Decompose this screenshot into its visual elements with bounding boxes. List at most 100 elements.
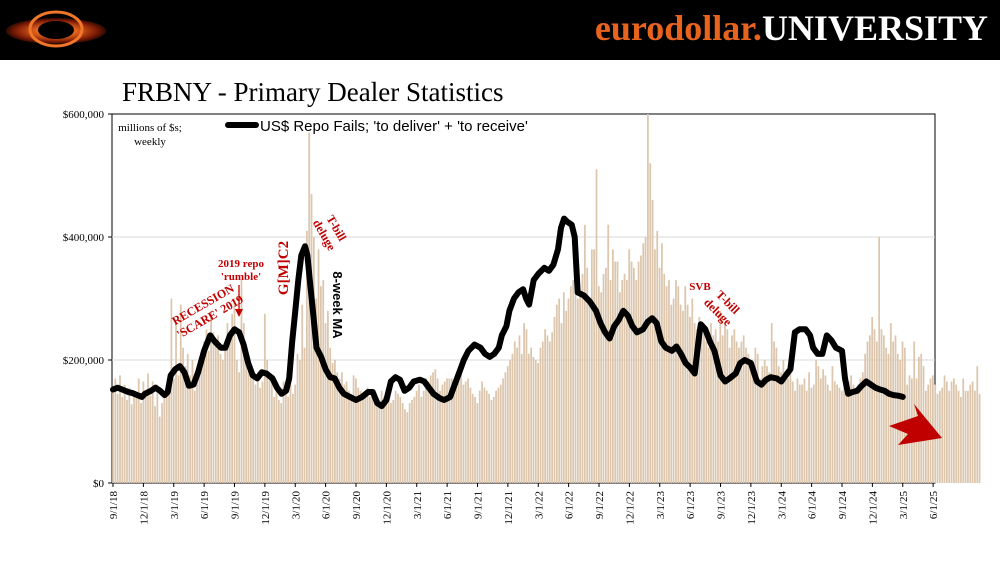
bar [967,390,969,483]
bar [495,390,497,483]
bar [712,335,715,483]
bar [642,243,645,483]
annotation-gmc2-text: G[M]C2 [276,241,292,295]
bar [186,353,189,483]
bar [467,378,469,483]
x-tick-label: 9/1/24 [837,491,849,520]
bar [525,329,528,483]
bar [404,409,406,483]
slide-title: FRBNY - Primary Dealer Statistics [122,77,504,107]
units-note: millions of $s; [118,122,182,134]
brand-part2: UNIVERSITY [761,8,988,48]
bar [137,378,140,483]
bar [541,341,544,483]
bar [658,267,661,483]
bar [670,304,673,483]
bar [294,384,297,483]
bar [689,316,691,483]
bar [394,390,397,483]
bar [903,347,906,483]
bar [555,304,558,483]
bar [217,335,219,483]
bar [621,280,624,483]
bar [357,387,360,483]
bar [583,224,586,483]
rumble-arrow-head [235,309,243,317]
bar [205,329,208,483]
bar [548,341,551,483]
bar [889,323,892,483]
bar [420,396,423,483]
x-tick-label: 3/1/20 [290,491,302,520]
bar [268,378,271,483]
bar [284,390,287,483]
bar [443,381,446,483]
bar [770,323,773,483]
bar [796,378,799,483]
bar [277,399,280,483]
bar [562,292,565,483]
bar [485,390,488,483]
bar [203,341,205,483]
bar [133,390,135,483]
bar [469,387,472,483]
bar [156,384,159,483]
bar [455,384,458,483]
bar [207,350,210,483]
bar [700,335,703,483]
bar [868,335,871,483]
x-tick-label: 6/1/20 [321,491,333,520]
bar [812,384,815,483]
bar [259,387,262,483]
bar [119,375,121,483]
bar [782,360,785,483]
x-tick-label: 6/1/23 [685,491,697,520]
bar [336,372,339,483]
bar [530,347,532,483]
bar [861,372,864,483]
bar [784,372,787,483]
bar [836,384,838,483]
bar [901,341,904,483]
bar [266,360,269,483]
bar [422,390,425,483]
bar [408,403,411,483]
bar [766,366,768,483]
bar [322,280,325,483]
bar [752,366,754,483]
bar [962,378,965,483]
bar [705,341,708,483]
x-tick-label: 3/1/25 [898,491,910,520]
annotation-repo-rumble-text: 2019 repo [218,258,264,270]
x-tick-label: 12/1/22 [624,491,636,525]
bar [387,384,390,483]
bar [504,372,507,483]
bar [892,341,895,483]
bar [675,280,677,483]
bar [534,360,537,483]
bar [707,347,710,483]
annotation-gmc2: G[M]C2 [276,241,292,295]
bar [654,249,656,483]
bar [817,366,820,483]
brand-wordmark: eurodollar.UNIVERSITY [595,5,988,51]
bar [710,323,712,483]
bar [436,378,439,483]
bar [857,384,860,483]
bar [315,298,318,483]
bar [850,375,853,483]
bar [401,403,404,483]
header-banner: eurodollar.UNIVERSITY [0,0,1000,60]
x-tick-label: 9/1/18 [108,491,120,520]
bar [600,292,603,483]
bar [397,393,399,483]
bar [362,393,364,483]
bar [406,412,409,483]
bar [282,381,285,483]
bar [745,347,747,483]
bar [735,341,738,483]
bar [684,286,687,483]
bar [464,381,467,483]
bar [663,273,666,483]
